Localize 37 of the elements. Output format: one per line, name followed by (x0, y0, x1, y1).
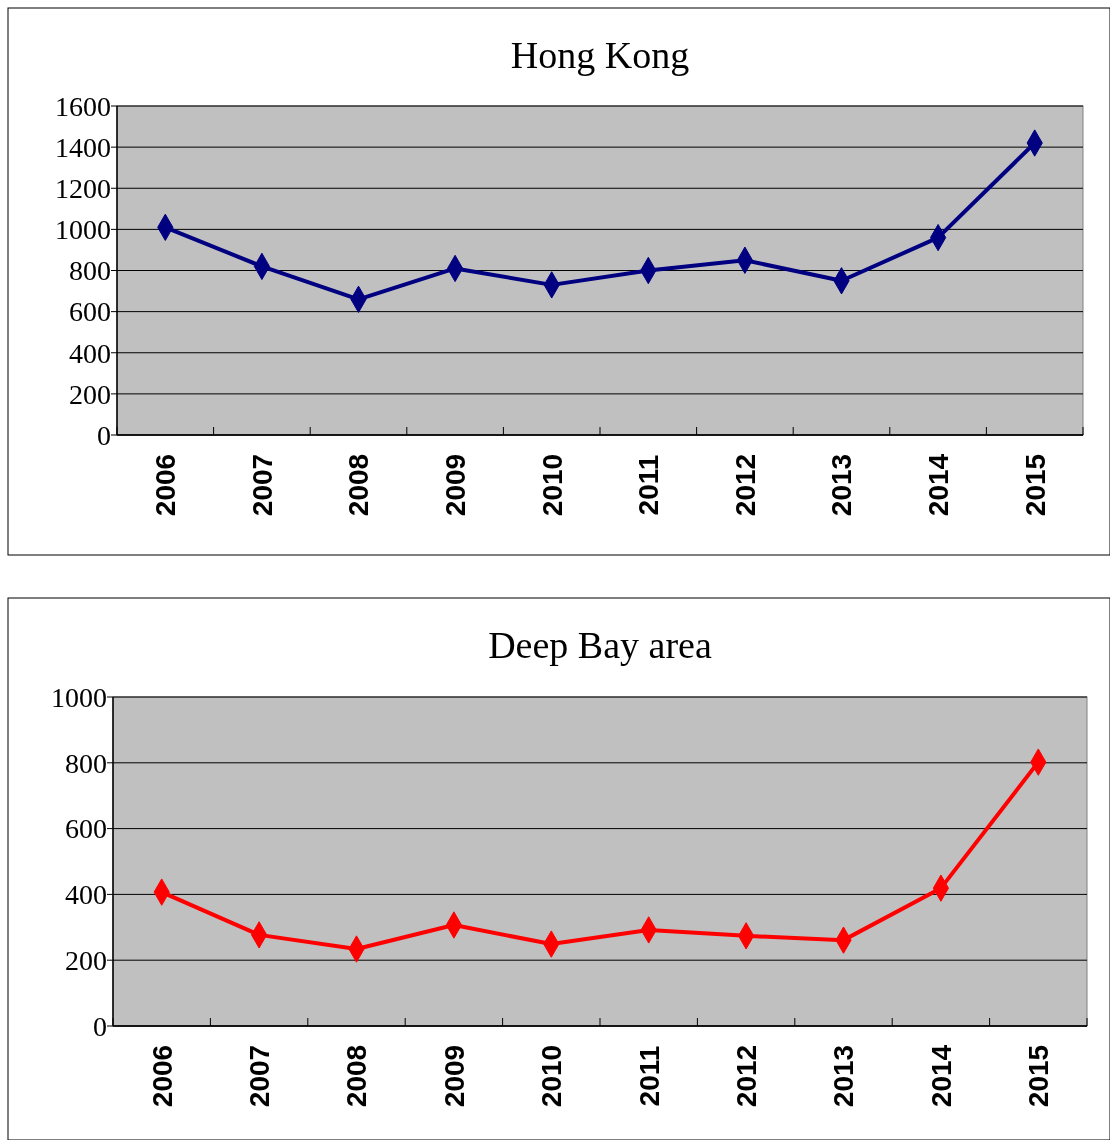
y-tick-label: 1600 (55, 90, 111, 122)
x-tick-label: 2011 (633, 454, 665, 516)
y-tick-label: 0 (93, 1010, 107, 1042)
x-tick-label: 2013 (828, 1044, 860, 1108)
x-tick-label: 2013 (826, 453, 858, 517)
x-tick-label: 2009 (439, 453, 471, 517)
chart-title: Hong Kong (510, 34, 690, 76)
x-tick-label: 2011 (633, 1045, 665, 1107)
x-tick-label: 2010 (536, 1044, 568, 1108)
y-tick-label: 1200 (55, 173, 111, 205)
y-tick-label: 600 (69, 296, 111, 328)
x-tick-label: 2008 (341, 1044, 373, 1108)
x-tick-label: 2007 (243, 1044, 275, 1108)
y-tick-label: 400 (65, 879, 107, 911)
y-tick-label: 0 (97, 419, 111, 451)
x-tick-label: 2012 (729, 453, 761, 517)
y-tick-label: 800 (65, 747, 107, 779)
y-tick-label: 800 (69, 255, 111, 287)
x-tick-label: 2009 (438, 1044, 470, 1108)
chart-title: Deep Bay area (488, 624, 712, 666)
y-tick-label: 200 (65, 945, 107, 976)
y-tick-label: 600 (65, 813, 107, 845)
y-tick-label: 200 (69, 378, 111, 410)
y-tick-label: 1000 (51, 681, 107, 713)
x-tick-label: 2012 (730, 1044, 762, 1108)
x-tick-label: 2015 (1023, 1044, 1055, 1108)
y-tick-label: 1000 (55, 214, 111, 246)
y-tick-label: 400 (69, 337, 111, 369)
x-tick-label: 2006 (146, 1044, 178, 1108)
x-tick-label: 2014 (922, 453, 954, 517)
x-tick-label: 2015 (1019, 453, 1051, 517)
x-tick-label: 2006 (150, 453, 182, 517)
y-tick-label: 1400 (55, 131, 111, 163)
x-tick-label: 2010 (536, 453, 568, 517)
x-tick-label: 2014 (925, 1044, 957, 1108)
x-tick-label: 2007 (246, 453, 278, 517)
x-tick-label: 2008 (343, 453, 375, 517)
